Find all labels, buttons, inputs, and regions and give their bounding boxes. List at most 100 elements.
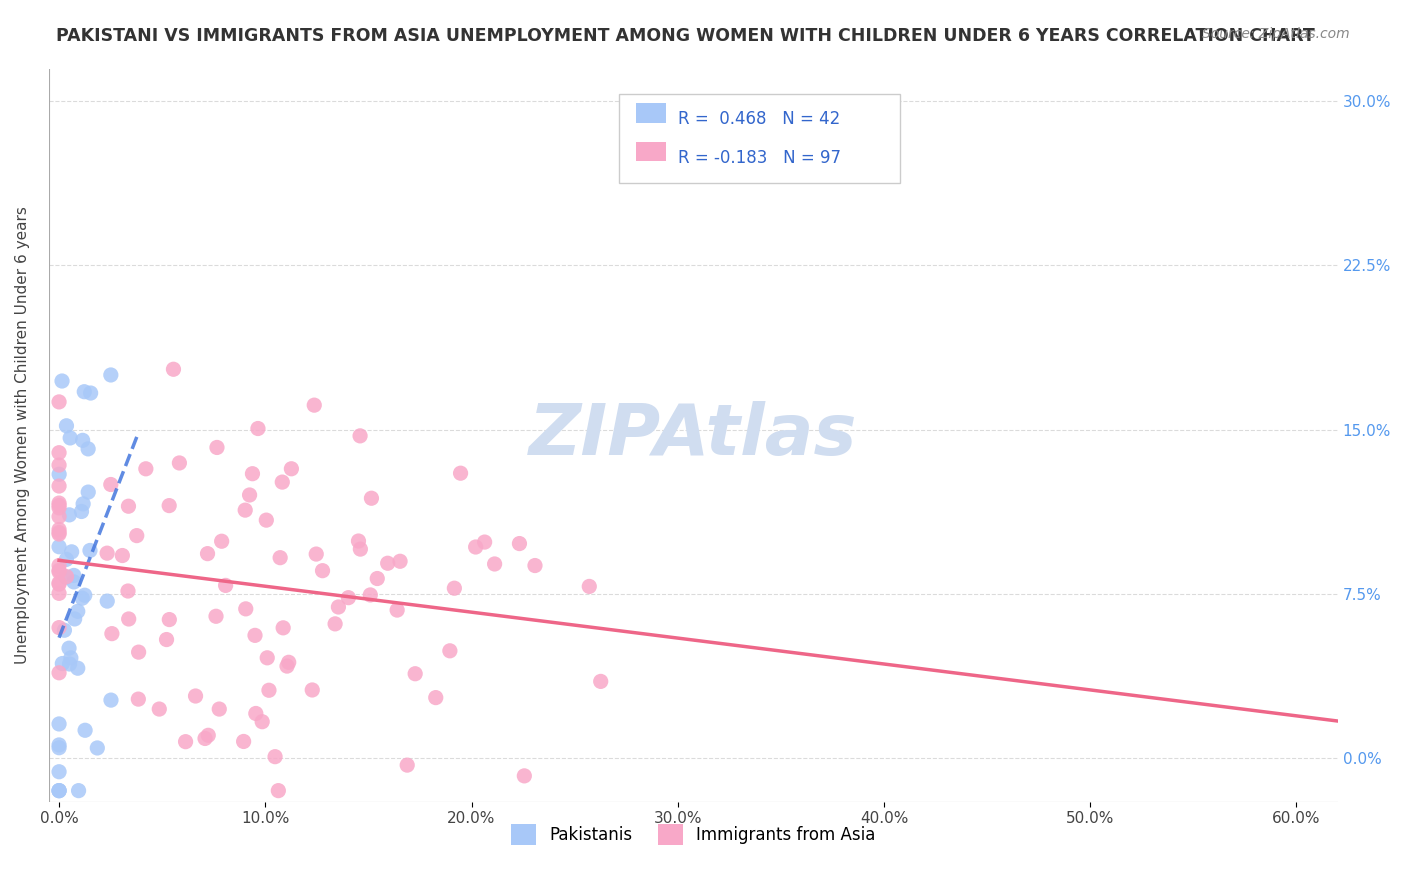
Pakistanis bbox=[48, 717, 70, 731]
Immigrants from Asia bbox=[404, 666, 426, 681]
Pakistanis bbox=[58, 657, 80, 671]
Immigrants from Asia bbox=[117, 500, 139, 514]
Immigrants from Asia bbox=[197, 728, 219, 742]
Immigrants from Asia bbox=[117, 584, 139, 599]
Immigrants from Asia bbox=[157, 613, 180, 627]
Pakistanis bbox=[48, 738, 70, 752]
Immigrants from Asia bbox=[443, 581, 465, 595]
Immigrants from Asia bbox=[508, 536, 530, 550]
Immigrants from Asia bbox=[208, 702, 231, 716]
Pakistanis bbox=[51, 657, 73, 671]
Pakistanis bbox=[66, 604, 89, 618]
Immigrants from Asia bbox=[578, 579, 600, 593]
Immigrants from Asia bbox=[48, 499, 70, 513]
Pakistanis bbox=[51, 374, 73, 388]
Immigrants from Asia bbox=[347, 534, 370, 549]
Pakistanis bbox=[66, 661, 89, 675]
Immigrants from Asia bbox=[328, 599, 350, 614]
Immigrants from Asia bbox=[48, 509, 70, 524]
Pakistanis bbox=[55, 552, 77, 566]
Immigrants from Asia bbox=[242, 467, 264, 481]
Immigrants from Asia bbox=[111, 549, 134, 563]
Immigrants from Asia bbox=[245, 706, 267, 721]
Immigrants from Asia bbox=[513, 769, 536, 783]
Immigrants from Asia bbox=[256, 650, 278, 665]
Immigrants from Asia bbox=[271, 475, 294, 489]
Immigrants from Asia bbox=[48, 496, 70, 510]
Immigrants from Asia bbox=[205, 609, 228, 624]
Immigrants from Asia bbox=[250, 714, 273, 729]
Immigrants from Asia bbox=[243, 628, 266, 642]
Immigrants from Asia bbox=[396, 758, 419, 772]
Immigrants from Asia bbox=[48, 575, 70, 590]
Immigrants from Asia bbox=[239, 488, 262, 502]
Immigrants from Asia bbox=[349, 429, 371, 443]
Pakistanis bbox=[75, 723, 97, 738]
Y-axis label: Unemployment Among Women with Children Under 6 years: Unemployment Among Women with Children U… bbox=[15, 206, 30, 664]
Pakistanis bbox=[67, 783, 90, 797]
Pakistanis bbox=[72, 434, 94, 448]
Immigrants from Asia bbox=[267, 783, 290, 797]
Pakistanis bbox=[55, 570, 77, 584]
Immigrants from Asia bbox=[233, 503, 256, 517]
Immigrants from Asia bbox=[127, 692, 149, 706]
Immigrants from Asia bbox=[464, 540, 486, 554]
Immigrants from Asia bbox=[135, 462, 157, 476]
Legend: Pakistanis, Immigrants from Asia: Pakistanis, Immigrants from Asia bbox=[512, 824, 876, 845]
Pakistanis bbox=[86, 741, 108, 756]
Pakistanis bbox=[79, 543, 101, 558]
Pakistanis bbox=[48, 783, 70, 797]
Immigrants from Asia bbox=[48, 665, 70, 680]
Immigrants from Asia bbox=[128, 645, 150, 659]
Pakistanis bbox=[63, 574, 86, 589]
Immigrants from Asia bbox=[264, 749, 287, 764]
Immigrants from Asia bbox=[450, 466, 472, 480]
Immigrants from Asia bbox=[280, 462, 302, 476]
Immigrants from Asia bbox=[174, 734, 197, 748]
Text: R = -0.183   N = 97: R = -0.183 N = 97 bbox=[678, 149, 841, 167]
Immigrants from Asia bbox=[148, 702, 170, 716]
Immigrants from Asia bbox=[184, 689, 207, 703]
Immigrants from Asia bbox=[48, 446, 70, 460]
Text: PAKISTANI VS IMMIGRANTS FROM ASIA UNEMPLOYMENT AMONG WOMEN WITH CHILDREN UNDER 6: PAKISTANI VS IMMIGRANTS FROM ASIA UNEMPL… bbox=[56, 27, 1315, 45]
Pakistanis bbox=[73, 588, 96, 602]
Pakistanis bbox=[58, 508, 80, 522]
Immigrants from Asia bbox=[360, 491, 382, 506]
Immigrants from Asia bbox=[254, 513, 277, 527]
Immigrants from Asia bbox=[169, 456, 191, 470]
Immigrants from Asia bbox=[276, 659, 298, 673]
Immigrants from Asia bbox=[277, 655, 299, 669]
Immigrants from Asia bbox=[48, 563, 70, 577]
Pakistanis bbox=[77, 442, 100, 456]
Immigrants from Asia bbox=[337, 591, 360, 605]
Immigrants from Asia bbox=[55, 569, 77, 583]
Immigrants from Asia bbox=[48, 621, 70, 635]
Immigrants from Asia bbox=[246, 421, 269, 435]
Pakistanis bbox=[70, 504, 93, 518]
Pakistanis bbox=[48, 764, 70, 779]
Immigrants from Asia bbox=[100, 477, 122, 491]
Immigrants from Asia bbox=[48, 558, 70, 573]
Immigrants from Asia bbox=[214, 578, 236, 592]
Text: ZIPAtlas: ZIPAtlas bbox=[529, 401, 858, 469]
Pakistanis bbox=[77, 485, 100, 500]
Immigrants from Asia bbox=[48, 458, 70, 472]
Immigrants from Asia bbox=[211, 534, 233, 549]
Immigrants from Asia bbox=[162, 362, 184, 376]
Immigrants from Asia bbox=[48, 527, 70, 541]
Pakistanis bbox=[79, 386, 101, 401]
Pakistanis bbox=[72, 497, 94, 511]
Immigrants from Asia bbox=[474, 535, 496, 549]
Immigrants from Asia bbox=[311, 564, 333, 578]
Pakistanis bbox=[48, 783, 70, 797]
Pakistanis bbox=[48, 783, 70, 797]
Immigrants from Asia bbox=[48, 500, 70, 515]
Immigrants from Asia bbox=[155, 632, 177, 647]
Text: Source: ZipAtlas.com: Source: ZipAtlas.com bbox=[1202, 27, 1350, 41]
Immigrants from Asia bbox=[257, 683, 280, 698]
Immigrants from Asia bbox=[48, 565, 70, 579]
Immigrants from Asia bbox=[48, 395, 70, 409]
Immigrants from Asia bbox=[523, 558, 546, 573]
Immigrants from Asia bbox=[194, 731, 217, 746]
Immigrants from Asia bbox=[589, 674, 612, 689]
